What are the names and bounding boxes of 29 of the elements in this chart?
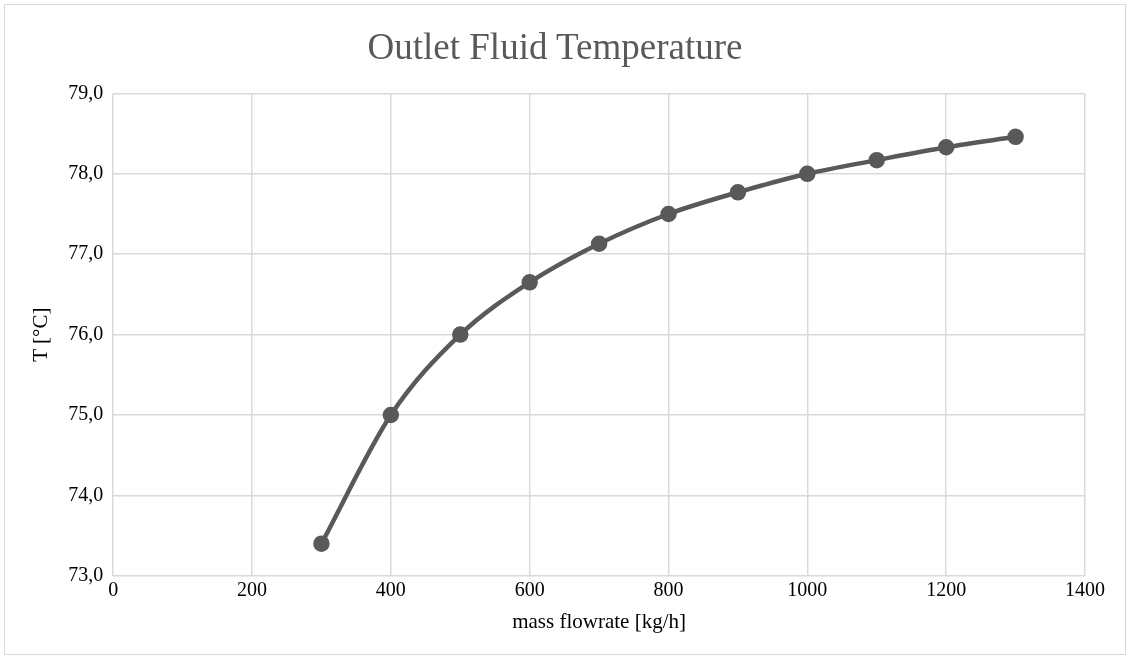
point [1007,128,1024,146]
x-tick-label: 800 [653,578,684,601]
point [937,139,955,156]
y-axis-title: T [°C] [28,307,53,362]
x-tick-label: 0 [108,578,119,601]
point [660,205,677,223]
x-tick-label: 600 [514,578,545,601]
x-axis-title: mass flowrate [kg/h] [512,608,686,633]
point [729,184,747,201]
chart-title: Outlet Fluid Temperature [367,25,743,67]
point [799,165,816,183]
y-tick-label: 77,0 [68,241,104,264]
point [452,326,469,343]
x-tick-label: 400 [375,578,406,601]
y-tick-label: 74,0 [68,482,104,505]
x-tick-label: 1400 [1065,578,1105,601]
x-tick-label: 1200 [926,578,967,601]
point [868,151,886,169]
point [521,274,538,291]
y-tick-label: 76,0 [68,321,104,344]
x-tick-label: 200 [237,578,268,601]
y-tick-label: 78,0 [68,161,104,184]
point [313,535,330,552]
y-tick-label: 75,0 [68,402,104,425]
y-tick-label: 73,0 [68,563,104,586]
y-tick-label: 79,0 [68,80,104,103]
point [590,235,608,252]
x-tick-label: 1000 [787,578,828,601]
point [382,406,400,424]
